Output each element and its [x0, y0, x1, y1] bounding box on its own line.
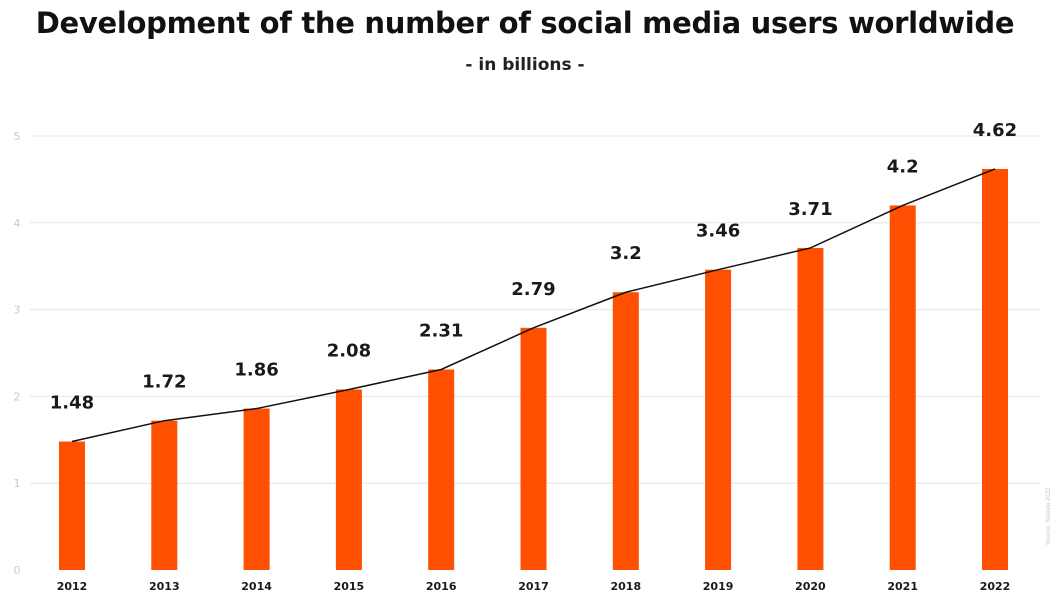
data-label: 2.79 [511, 279, 555, 300]
bar [59, 441, 85, 570]
x-tick-label: 2012 [57, 580, 88, 593]
x-tick-label: 2022 [980, 580, 1011, 593]
x-tick-label: 2013 [149, 580, 180, 593]
y-tick-label: 2 [14, 390, 21, 403]
x-tick-label: 2018 [610, 580, 641, 593]
data-label: 1.48 [50, 393, 94, 414]
data-label: 4.2 [887, 156, 919, 177]
bar [612, 292, 639, 570]
bar [705, 269, 732, 570]
x-tick-label: 2020 [795, 580, 826, 593]
y-tick-label: 3 [14, 304, 21, 317]
bar [889, 205, 916, 570]
data-label: 3.46 [696, 221, 740, 242]
data-label: 1.72 [142, 372, 186, 393]
x-tick-label: 2015 [334, 580, 365, 593]
data-label: 4.62 [973, 120, 1017, 141]
data-label: 3.2 [610, 243, 642, 264]
x-tick-label: 2017 [518, 580, 549, 593]
bar [428, 369, 455, 570]
x-tick-label: 2019 [703, 580, 734, 593]
chart-subtitle: - in billions - [465, 55, 585, 75]
y-tick-label: 1 [14, 477, 21, 490]
data-label: 2.31 [419, 320, 463, 341]
bar [151, 420, 178, 570]
x-tick-label: 2016 [426, 580, 457, 593]
trend-line [71, 168, 996, 443]
data-label: 3.71 [788, 199, 832, 220]
bar [520, 327, 547, 570]
data-label: 1.86 [234, 360, 278, 381]
chart-title: Development of the number of social medi… [35, 6, 1015, 40]
bar [243, 408, 270, 570]
y-tick-label: 5 [14, 130, 21, 143]
bar [335, 389, 362, 570]
bar [797, 247, 824, 571]
x-tick-label: 2014 [241, 580, 272, 593]
x-tick-label: 2021 [887, 580, 918, 593]
y-tick-label: 4 [14, 217, 21, 230]
bar [982, 168, 1008, 570]
y-tick-label: 0 [14, 564, 21, 577]
source-note: Source: Statista 2022 [1046, 487, 1052, 545]
data-label: 2.08 [327, 340, 371, 361]
